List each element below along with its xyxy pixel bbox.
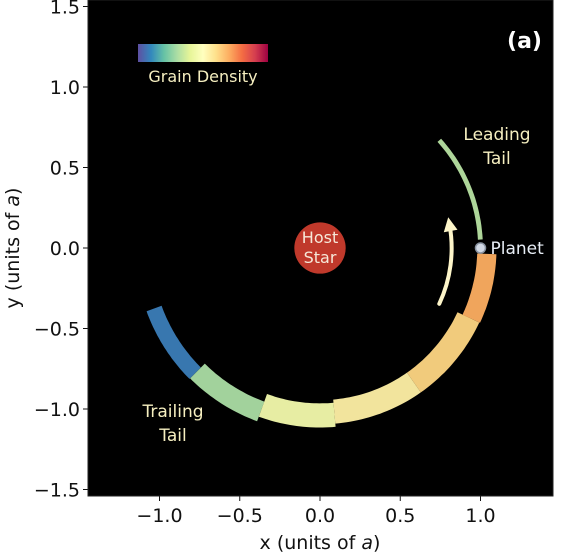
trailing-arc-5	[462, 253, 497, 323]
y-axis-label: y (units of a)	[2, 188, 24, 309]
x-axis-label-prefix: x (units of	[260, 532, 362, 554]
host-star-label-line2: Star	[304, 248, 337, 267]
arrow-head	[443, 217, 458, 233]
x-axis: −1.0 −0.5 0.0 0.5 1.0	[136, 496, 496, 527]
x-tick-label: −1.0	[136, 505, 182, 527]
colorbar-label: Grain Density	[148, 67, 257, 86]
y-tick-label: −1.5	[34, 480, 80, 502]
x-tick-label: 1.0	[465, 505, 495, 527]
x-tick-label: 0.0	[305, 505, 335, 527]
x-axis-label-suffix: )	[373, 532, 380, 554]
x-axis-label-variable: a	[361, 532, 373, 554]
panel-label: (a)	[507, 29, 542, 54]
x-tick-label: 0.5	[385, 505, 415, 527]
y-axis-label-prefix: y (units of	[2, 207, 24, 309]
x-axis-label: x (units of a)	[260, 532, 381, 554]
arrow-shaft	[437, 223, 454, 306]
y-axis-label-suffix: )	[2, 188, 24, 195]
y-axis: −1.5 −1.0 −0.5 0.0 0.5 1.0 1.5	[34, 0, 88, 502]
trailing-tail-label-line2: Tail	[158, 426, 186, 446]
trailing-tail-label-line1: Trailing	[141, 402, 203, 422]
trailing-arc-3	[333, 372, 421, 424]
trailing-arc-2	[258, 394, 336, 428]
y-tick-label: 1.0	[50, 77, 80, 99]
trailing-arc-1	[190, 363, 265, 422]
y-tick-label: 0.0	[50, 238, 80, 260]
y-tick-label: 1.5	[50, 0, 80, 19]
host-star-label-line1: Host	[302, 228, 338, 247]
colorbar	[138, 44, 268, 62]
leading-tail	[437, 138, 483, 240]
y-tick-label: −1.0	[34, 399, 80, 421]
planet-label: Planet	[491, 239, 545, 259]
leading-tail-label-line1: Leading	[463, 125, 530, 145]
orbit-direction-arrow	[437, 217, 458, 306]
y-axis-label-variable: a	[2, 195, 24, 207]
x-tick-label: −0.5	[217, 505, 263, 527]
y-tick-label: 0.5	[50, 158, 80, 180]
host-star	[294, 222, 346, 274]
plot-frame	[87, 0, 554, 497]
planet-marker	[474, 242, 487, 254]
leading-tail-label-line2: Tail	[482, 149, 510, 169]
y-tick-label: −0.5	[34, 319, 80, 341]
trailing-arc-outer	[146, 305, 201, 379]
trailing-arc-4	[407, 312, 480, 393]
dust-tail	[146, 138, 497, 428]
